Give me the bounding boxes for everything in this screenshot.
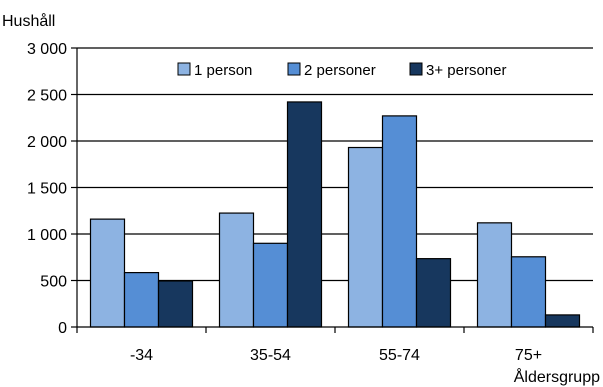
bar-1-person-3554 [218,212,255,328]
axes [71,47,594,333]
bar-1-person-75+ [476,222,513,328]
y-tick-label: 2 000 [27,134,67,151]
bar-2-personer-34 [123,271,160,328]
bar-3-personer-5574 [415,258,452,328]
bar-3-personer-3554 [286,101,323,328]
x-tick-label: 35-54 [250,347,291,364]
bar-2-personer-5574 [381,115,418,328]
legend-swatch [177,62,191,76]
x-tick-label: -34 [130,347,153,364]
y-axis-title: Hushåll [2,12,55,30]
y-tick-labels: 0 500 1 000 1 500 2 000 2 500 3 000 [27,41,67,337]
bar-2-personer-3554 [252,242,289,328]
legend-item: 2 personer [287,62,376,79]
bar-2-personer-75+ [510,256,547,328]
x-tick-labels: -34 35-54 55-74 75+ [130,347,542,364]
legend-label: 1 person [194,62,252,79]
y-tick-label: 3 000 [27,41,67,58]
gridlines [77,47,593,282]
legend-swatch [287,62,301,76]
y-tick-label: 1 500 [27,181,67,198]
y-tick-label: 1 000 [27,227,67,244]
legend-label: 3+ personer [426,62,506,79]
legend-label: 2 personer [304,62,376,79]
x-axis-title: Åldersgrupp [514,367,600,386]
legend: 1 person 2 personer 3+ personer [177,62,506,79]
y-tick-label: 0 [58,320,67,337]
legend-swatch [409,62,423,76]
x-tick-label: 75+ [515,347,542,364]
bar-3-personer-75+ [544,314,581,328]
bar-1-person-5574 [347,146,384,328]
x-tick-label: 55-74 [379,347,420,364]
bar-1-person-34 [89,218,126,328]
bars [89,101,581,328]
bar-3-personer-34 [157,280,194,328]
y-tick-label: 500 [40,274,67,291]
legend-item: 3+ personer [409,62,506,79]
legend-item: 1 person [177,62,252,79]
y-tick-label: 2 500 [27,88,67,105]
